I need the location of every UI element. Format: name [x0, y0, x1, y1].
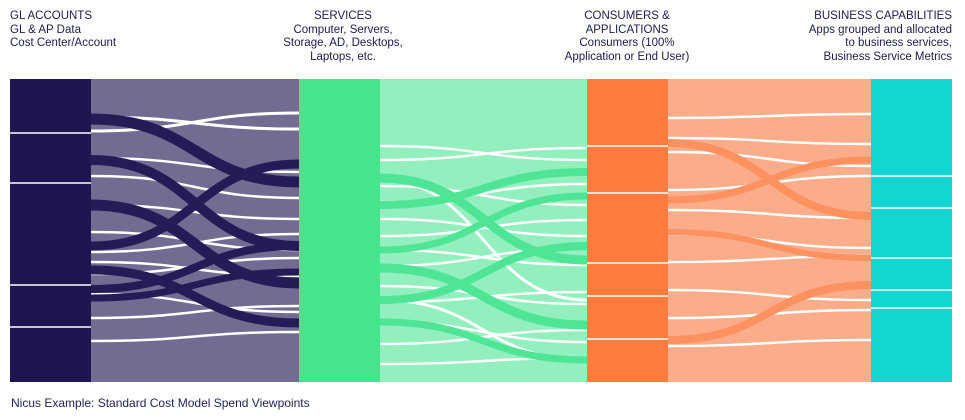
node-separator	[10, 132, 91, 134]
flow-strand-gl-services	[90, 304, 300, 320]
node-separator	[587, 145, 668, 147]
header-line: Consumers (100%	[579, 37, 675, 49]
node-separator	[871, 289, 952, 291]
header-line: GL & AP Data	[10, 23, 81, 36]
node-separator	[871, 175, 952, 177]
flow-strand-gl-services	[90, 265, 300, 328]
node-separator	[587, 338, 668, 340]
header-business-capabilities: BUSINESS CAPABILITIES Apps grouped and a…	[809, 10, 952, 64]
flow-strand-services-consumers	[379, 328, 588, 346]
header-title: CONSUMERS &	[584, 10, 670, 22]
node-separator	[871, 257, 952, 259]
header-line: Apps grouped and allocated	[808, 23, 952, 36]
flow-strand-consumers-business	[667, 229, 872, 261]
flow-strand-consumers-business	[667, 288, 872, 302]
flow-strand-gl-services	[90, 159, 300, 251]
flow-strand-services-consumers	[379, 146, 588, 162]
caption: Nicus Example: Standard Cost Model Spend…	[11, 396, 310, 410]
flow-strand-services-consumers	[379, 242, 588, 304]
header-title: APPLICATIONS	[585, 23, 669, 36]
header-line: Computer, Servers,	[293, 23, 393, 36]
flow-strand-consumers-business	[667, 338, 872, 348]
header-line: Laptops, etc.	[310, 50, 376, 63]
header-title: GL ACCOUNTS	[10, 10, 93, 22]
flow-strand-consumers-business	[667, 208, 872, 220]
header-title: SERVICES	[314, 10, 372, 22]
flow-strand-gl-services	[90, 111, 300, 133]
header-line: Storage, AD, Desktops,	[283, 37, 403, 49]
header-gl-accounts: GL ACCOUNTS GL & AP Data Cost Center/Acc…	[10, 10, 116, 51]
flow-strand-services-consumers	[379, 263, 588, 330]
node-separator	[10, 182, 91, 184]
header-line: Cost Center/Account	[10, 37, 117, 49]
header-line: Business Service Metrics	[823, 50, 952, 63]
header-line: to business services,	[845, 37, 952, 49]
node-bar-business-capabilities	[871, 79, 952, 382]
node-separator	[587, 192, 668, 194]
flow-strand-consumers-business	[667, 156, 872, 204]
flow-strand-gl-services	[90, 268, 300, 302]
node-separator	[10, 284, 91, 286]
flow-strand-services-consumers	[379, 318, 588, 364]
flow-strand-services-consumers	[379, 168, 588, 209]
flow-strand-gl-services	[90, 199, 300, 289]
flow-strand-gl-services	[90, 330, 300, 343]
flow-strand-gl-services	[90, 174, 300, 200]
header-line: Application or End User)	[564, 50, 690, 63]
header-title: BUSINESS CAPABILITIES	[814, 10, 952, 22]
flow-strand-consumers-business	[667, 112, 872, 120]
node-separator	[871, 207, 952, 209]
node-separator	[587, 295, 668, 297]
node-bar-services	[299, 79, 380, 382]
header-services: SERVICES Computer, Servers, Storage, AD,…	[270, 10, 416, 64]
flow-strand-services-consumers	[379, 173, 588, 265]
node-bar-consumers	[587, 79, 668, 382]
flow-strand-gl-services	[90, 113, 300, 188]
flow-strand-services-consumers	[379, 218, 588, 238]
flow-strand-consumers-business	[667, 281, 872, 344]
flow-strand-gl-services	[90, 242, 300, 293]
node-separator	[587, 262, 668, 264]
header-consumers: CONSUMERS & APPLICATIONS Consumers (100%…	[548, 10, 706, 64]
node-bar-gl-accounts	[10, 79, 91, 382]
node-separator	[871, 307, 952, 309]
flow-strand-services-consumers	[379, 192, 588, 254]
flow-strand-consumers-business	[667, 150, 872, 168]
node-separator	[10, 326, 91, 328]
flow-strand-consumers-business	[667, 136, 872, 146]
